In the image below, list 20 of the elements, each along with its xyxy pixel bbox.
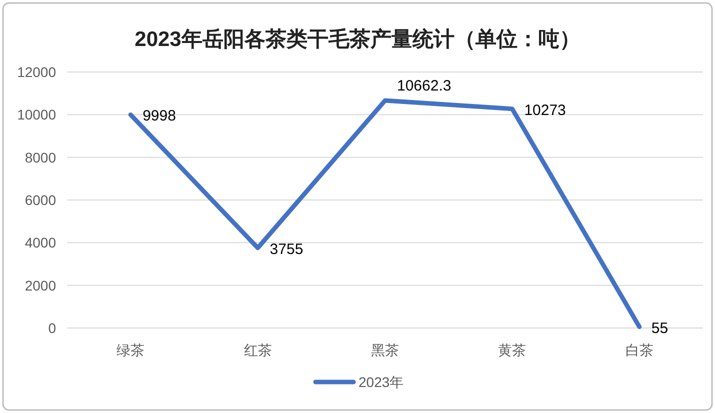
x-tick-label: 黑茶 [371, 342, 399, 358]
x-tick-label: 红茶 [244, 342, 272, 358]
x-tick-label: 黄茶 [498, 342, 526, 358]
y-tick-label: 4000 [24, 234, 56, 251]
y-tick-label: 10000 [17, 106, 56, 123]
y-tick-label: 8000 [24, 149, 56, 166]
x-tick-label: 绿茶 [116, 342, 145, 358]
legend-label: 2023年 [358, 374, 404, 390]
y-tick-label: 6000 [24, 192, 56, 208]
data-label: 3755 [270, 240, 304, 258]
data-label: 9998 [142, 108, 176, 125]
line-series [128, 98, 642, 330]
y-tick-label: 12000 [17, 64, 56, 80]
data-label: 10273 [524, 102, 566, 119]
chart-title: 2023年岳阳各茶类干毛茶产量统计（单位：吨） [134, 27, 580, 51]
x-tick-label: 白茶 [625, 342, 654, 358]
y-tick-label: 0 [48, 320, 56, 336]
y-tick-label: 2000 [24, 277, 56, 294]
data-label: 10662.3 [397, 78, 452, 95]
data-label: 55 [651, 320, 668, 337]
